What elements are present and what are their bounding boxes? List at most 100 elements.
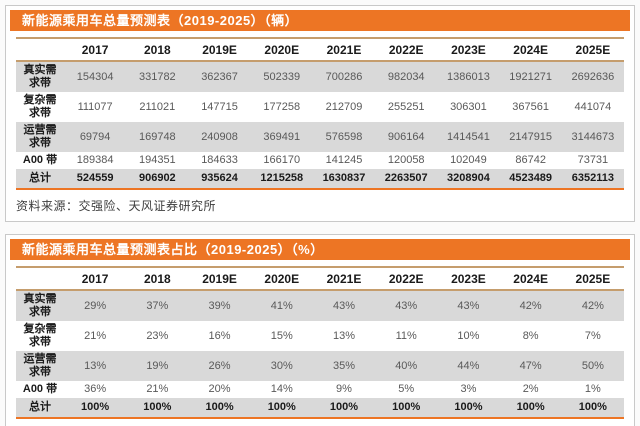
column-header: 2022E [388, 43, 424, 57]
data-cell: 1% [584, 383, 601, 395]
data-cell: 69794 [79, 130, 111, 143]
data-cell: 13% [84, 359, 107, 372]
data-cell: 367561 [512, 100, 549, 113]
header-row: 2017 2018 2019E 2020E 2021E 2022E 2023E 2024E 20… [16, 267, 624, 290]
row-label: 真实需求带 [23, 293, 57, 318]
column-header: 2025E [575, 43, 611, 57]
table-title: 新能源乘用车总量预测表（2019-2025）（辆） [10, 10, 630, 31]
column-header: 2018 [143, 272, 171, 286]
data-cell: 14% [270, 383, 293, 395]
data-cell: 2263507 [384, 172, 428, 184]
data-cell: 44% [457, 359, 480, 372]
total-row: 总计 100% 100% 100% 100% 100% 100% 100% 100% 100% [16, 398, 624, 418]
row-label: 真实需求带 [23, 64, 57, 89]
data-cell: 1414541 [447, 130, 490, 143]
data-cell: 502339 [263, 70, 301, 83]
column-header: 2021E [326, 43, 362, 57]
data-cell: 47% [519, 359, 542, 372]
data-cell: 177258 [263, 100, 301, 113]
data-cell: 37% [146, 299, 169, 312]
column-header: 2021E [326, 272, 362, 286]
column-header: 2019E [202, 272, 237, 286]
data-cell: 306301 [450, 100, 487, 113]
data-cell: 102049 [450, 154, 487, 166]
data-cell: 255251 [387, 100, 425, 113]
total-row: 总计 524559 906902 935624 1215258 1630837 226350… [16, 169, 624, 189]
column-header: 2017 [81, 43, 109, 57]
column-header: 2023E [451, 272, 486, 286]
data-cell: 1215258 [260, 172, 304, 184]
data-cell: 154304 [76, 70, 114, 83]
data-cell: 111077 [77, 100, 113, 113]
table-row: 真实需求带 29% 37% 39% 41% 43% 43% 43% 42% 42% [16, 290, 624, 321]
data-cell: 189384 [76, 154, 114, 166]
data-cell: 906164 [387, 130, 425, 143]
data-cell: 100% [454, 401, 483, 413]
data-cell: 43% [395, 299, 418, 312]
data-cell: 906902 [138, 172, 176, 184]
data-cell: 194351 [138, 154, 176, 166]
data-cell: 5% [398, 383, 415, 395]
data-cell: 100% [267, 401, 296, 413]
column-header: 2023E [451, 43, 486, 57]
table-row: 真实需求带 154304 331782 362367 502339 700286 98203… [16, 61, 624, 92]
header-row: 2017 2018 2019E 2020E 2021E 2022E 2023E 2024E 20… [16, 38, 624, 61]
row-label: A00 带 [22, 383, 58, 395]
data-cell: 3208904 [447, 172, 490, 184]
column-header: 2019E [202, 43, 237, 57]
data-cell: 982034 [387, 70, 425, 83]
data-cell: 211021 [139, 100, 176, 113]
table-row: A00 带 36% 21% 20% 14% 9% 5% 3% 2% 1% [16, 381, 624, 398]
data-cell: 166170 [263, 154, 301, 166]
data-cell: 3% [460, 383, 477, 395]
data-cell: 13% [332, 329, 355, 342]
column-header: 2020E [264, 43, 300, 57]
data-cell: 26% [208, 359, 231, 372]
data-cell: 86742 [515, 154, 546, 166]
data-cell: 700286 [325, 70, 363, 83]
data-cell: 100% [329, 401, 359, 413]
data-cell: 184633 [201, 154, 238, 166]
data-cell: 35% [332, 359, 355, 372]
data-cell: 2147915 [509, 130, 553, 143]
data-cell: 50% [581, 359, 604, 372]
data-cell: 16% [208, 329, 231, 342]
data-cell: 1630837 [322, 172, 366, 184]
data-cell: 6352113 [571, 172, 614, 184]
column-header: 2025E [575, 272, 611, 286]
data-cell: 21% [146, 383, 169, 395]
data-cell: 36% [84, 383, 107, 395]
data-cell: 73731 [577, 154, 609, 166]
column-header: 2022E [388, 272, 424, 286]
data-cell: 169748 [138, 130, 176, 143]
data-cell: 15% [270, 329, 293, 342]
table-row: 运营需求带 69794 169748 240908 369491 576598 906164… [16, 122, 624, 152]
data-cell: 41% [270, 299, 293, 312]
data-cell: 362367 [201, 70, 238, 83]
data-cell: 43% [457, 299, 480, 312]
data-cell: 1386013 [447, 70, 490, 83]
data-cell: 100% [392, 401, 421, 413]
data-cell: 2% [522, 383, 539, 395]
data-cell: 100% [516, 401, 545, 413]
column-header: 2018 [143, 43, 171, 57]
table-row: 复杂需求带 21% 23% 16% 15% 13% 11% 10% 8% 7% [16, 321, 624, 351]
row-label: 总计 [29, 401, 51, 413]
table-row: A00 带 189384 194351 184633 166170 141245 12005… [16, 152, 624, 169]
column-header: 2017 [81, 272, 109, 286]
data-cell: 19% [146, 359, 169, 372]
column-header: 2024E [513, 272, 548, 286]
data-cell: 3144673 [571, 130, 615, 143]
data-cell: 100% [143, 401, 172, 413]
forecast-units-table-card: 新能源乘用车总量预测表（2019-2025）（辆） 2017 2018 2019E 2… [5, 5, 635, 222]
data-cell: 441074 [574, 100, 612, 113]
data-cell: 331782 [138, 70, 176, 83]
data-cell: 9% [336, 383, 352, 395]
data-cell: 369491 [263, 130, 301, 143]
forecast-share-table: 2017 2018 2019E 2020E 2021E 2022E 2023E 2024E 20… [16, 266, 624, 419]
data-cell: 42% [581, 299, 604, 312]
row-label: 复杂需求带 [23, 94, 57, 119]
data-cell: 576598 [325, 130, 363, 143]
corner-cell [16, 38, 64, 61]
